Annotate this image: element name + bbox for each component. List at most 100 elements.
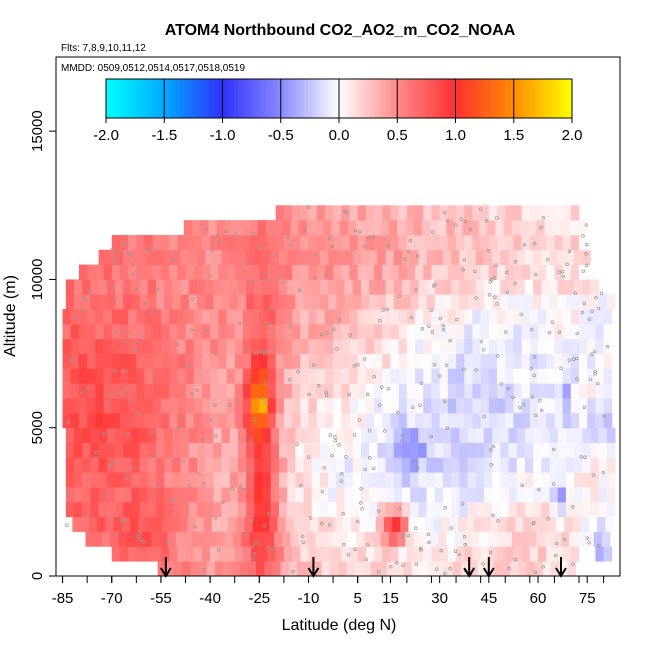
heatmap-cell xyxy=(115,472,124,488)
heatmap-cell xyxy=(213,501,222,518)
heatmap-cell xyxy=(529,412,539,429)
heatmap-cell xyxy=(242,338,252,354)
heatmap-cell xyxy=(311,294,321,310)
heatmap-cell xyxy=(415,338,424,354)
heatmap-cell xyxy=(339,220,349,236)
heatmap-cell xyxy=(546,398,555,414)
heatmap-cell xyxy=(74,294,83,310)
heatmap-cell xyxy=(278,501,288,518)
heatmap-cell xyxy=(456,546,465,562)
sample-point xyxy=(245,349,250,353)
heatmap-cell xyxy=(357,309,367,325)
heatmap-cell xyxy=(500,442,509,458)
heatmap-cell xyxy=(434,427,444,443)
sample-point xyxy=(195,388,199,393)
plot-frame xyxy=(55,56,621,577)
heatmap-cell xyxy=(226,323,236,340)
heatmap-cell xyxy=(160,309,170,325)
heatmap-cell xyxy=(374,383,383,399)
heatmap-cell xyxy=(500,472,509,488)
heatmap-cell xyxy=(72,516,81,532)
heatmap-cell xyxy=(570,338,580,354)
heatmap-cell xyxy=(221,427,231,443)
heatmap-cell xyxy=(513,264,523,280)
heatmap-cell xyxy=(349,368,359,384)
heatmap-cell xyxy=(464,383,473,399)
sample-point xyxy=(280,281,284,285)
heatmap-cell xyxy=(254,487,263,503)
heatmap-cell xyxy=(511,220,521,236)
heatmap-cell xyxy=(251,383,260,399)
x-axis: -85 -70 -55 -40 -25 -10 5 15 30 45 60 75 xyxy=(52,576,605,607)
heatmap-cell xyxy=(226,309,236,325)
heatmap-cell xyxy=(119,546,129,562)
heatmap-cell xyxy=(333,205,342,221)
heatmap-cell xyxy=(160,383,170,399)
heatmap-cell xyxy=(383,516,393,532)
heatmap-cell xyxy=(333,353,342,369)
sample-point xyxy=(547,330,552,335)
heatmap-cell xyxy=(210,412,219,429)
heatmap-cell xyxy=(582,487,591,503)
sample-point xyxy=(330,453,334,458)
heatmap-cell xyxy=(451,472,460,488)
heatmap-cell xyxy=(319,442,329,458)
heatmap-cell xyxy=(360,487,370,503)
heatmap-cell xyxy=(338,561,347,577)
heatmap-cell xyxy=(329,561,339,577)
heatmap-cell xyxy=(310,516,319,532)
heatmap-cell xyxy=(246,279,255,295)
heatmap-cell xyxy=(90,442,100,458)
heatmap-cell xyxy=(123,279,132,295)
colorbar-segment xyxy=(183,79,188,118)
heatmap-cell xyxy=(488,368,498,384)
heatmap-cell xyxy=(529,546,539,562)
sample-point xyxy=(234,232,238,236)
heatmap-cell xyxy=(262,294,272,310)
heatmap-cell xyxy=(387,561,396,577)
heatmap-cell xyxy=(431,412,441,429)
heatmap-cell xyxy=(169,412,178,429)
sample-point xyxy=(143,301,148,305)
heatmap-cell xyxy=(423,353,432,369)
heatmap-cell xyxy=(418,249,427,265)
heatmap-cell xyxy=(70,368,80,384)
heatmap-cell xyxy=(318,516,327,532)
heatmap-cell xyxy=(78,309,88,325)
sample-point xyxy=(327,236,332,240)
sample-point xyxy=(593,369,597,374)
colorbar-segment xyxy=(354,79,359,118)
heatmap-cell xyxy=(160,412,170,429)
heatmap-cell xyxy=(431,264,441,280)
sample-point xyxy=(401,534,405,538)
heatmap-cell xyxy=(349,412,359,429)
heatmap-cell xyxy=(295,294,304,310)
heatmap-cell xyxy=(115,487,124,503)
heatmap-cell xyxy=(483,427,493,443)
heatmap-cell xyxy=(401,442,411,458)
heatmap-cell xyxy=(274,531,283,547)
sample-point xyxy=(539,225,543,230)
heatmap-cell xyxy=(439,338,449,354)
heatmap-cell xyxy=(205,442,214,458)
sample-point xyxy=(406,533,410,538)
heatmap-cell xyxy=(328,249,337,265)
heatmap-cell xyxy=(328,457,337,473)
heatmap-cell xyxy=(369,472,378,488)
heatmap-cell xyxy=(480,412,490,429)
heatmap-cell xyxy=(423,368,432,384)
heatmap-cell xyxy=(131,501,141,518)
heatmap-cell xyxy=(546,368,555,384)
heatmap-cell xyxy=(410,442,419,458)
heatmap-cell xyxy=(588,516,598,532)
heatmap-cell xyxy=(251,338,260,354)
heatmap-cell xyxy=(385,249,395,265)
colorbar-segment xyxy=(537,79,542,118)
sample-point xyxy=(560,269,565,274)
heatmap-cell xyxy=(316,383,326,399)
heatmap-cell xyxy=(395,561,404,577)
sample-point xyxy=(530,395,535,399)
sample-point xyxy=(277,275,281,280)
sample-point xyxy=(557,330,562,335)
heatmap-cell xyxy=(331,531,341,547)
